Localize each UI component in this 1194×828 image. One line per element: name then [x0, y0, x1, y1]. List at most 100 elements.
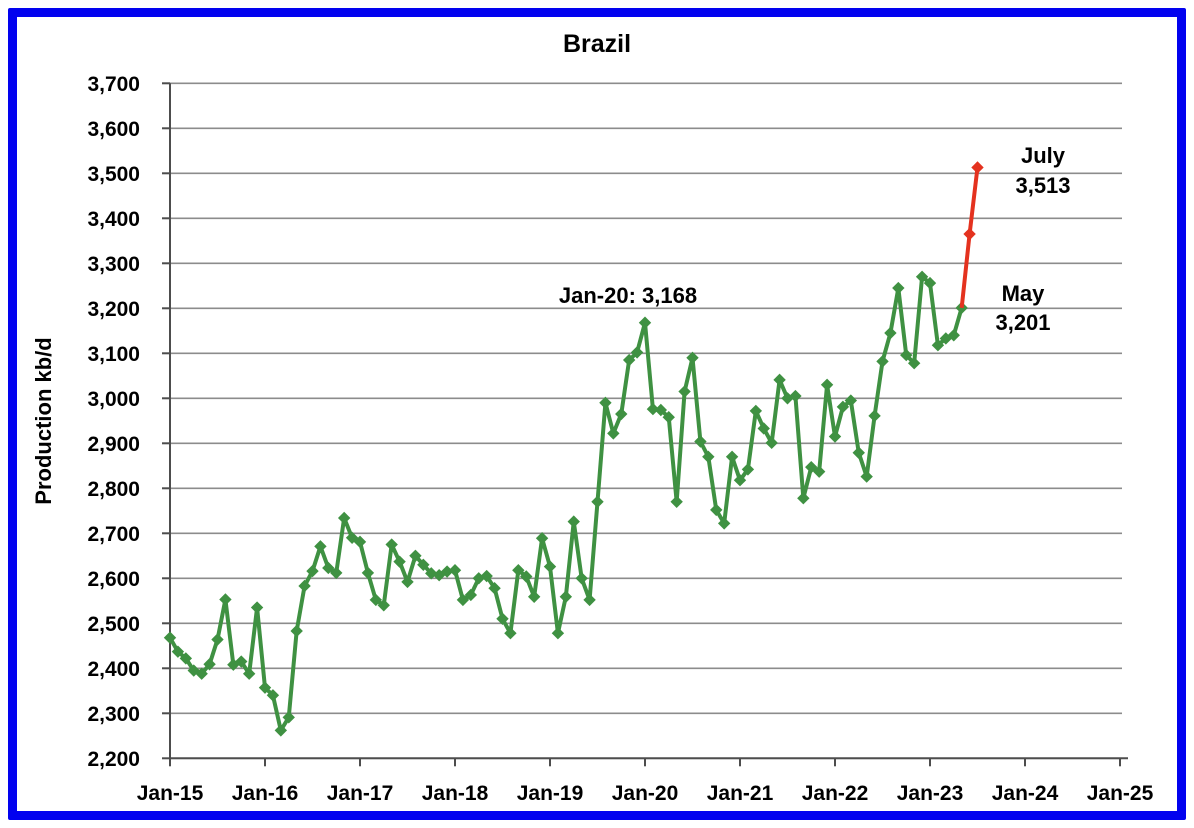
- data-point-marker: [836, 400, 850, 414]
- y-tick-label: 2,900: [87, 433, 140, 456]
- x-tick-label: Jan-17: [327, 782, 394, 805]
- data-point-marker: [725, 450, 739, 463]
- data-point-marker: [306, 564, 319, 578]
- data-point-marker: [868, 409, 881, 423]
- data-point-marker: [812, 465, 826, 478]
- data-point-marker: [401, 575, 414, 589]
- data-point-marker: [227, 658, 240, 671]
- data-point-marker: [931, 339, 945, 352]
- data-point-marker: [963, 227, 976, 241]
- data-point-marker: [385, 538, 398, 551]
- y-tick-label: 3,300: [87, 253, 140, 276]
- data-point-marker: [559, 590, 573, 603]
- data-point-marker: [900, 348, 913, 362]
- data-point-marker: [749, 404, 763, 418]
- data-point-marker: [432, 568, 446, 582]
- data-point-marker: [567, 515, 580, 528]
- x-tick-label: Jan-20: [612, 782, 679, 805]
- data-point-marker: [551, 627, 565, 640]
- data-point-marker: [425, 567, 438, 580]
- data-point-marker: [717, 517, 731, 530]
- x-tick-label: Jan-21: [707, 782, 774, 805]
- data-point-marker: [163, 631, 177, 644]
- data-point-marker: [575, 572, 588, 585]
- data-point-marker: [266, 689, 280, 702]
- data-point-marker: [361, 566, 375, 580]
- data-point-marker: [456, 593, 470, 607]
- data-point-marker: [322, 561, 335, 575]
- y-tick-label: 2,800: [87, 478, 140, 501]
- data-point-marker: [187, 664, 200, 677]
- data-point-marker: [646, 402, 660, 416]
- data-point-marker: [797, 492, 810, 505]
- data-point-marker: [409, 549, 422, 562]
- data-point-marker: [330, 566, 343, 580]
- data-point-marker: [710, 503, 723, 517]
- data-point-marker: [971, 161, 984, 174]
- data-point-marker: [290, 624, 303, 638]
- data-point-marker: [480, 569, 493, 583]
- data-point-marker: [599, 396, 612, 409]
- data-point-marker: [702, 450, 715, 463]
- x-tick-label: Jan-23: [897, 782, 964, 805]
- y-tick-label: 3,100: [87, 343, 140, 366]
- annotation-label: July: [1021, 143, 1066, 168]
- y-tick-label: 2,700: [87, 523, 140, 546]
- data-point-marker: [741, 463, 755, 476]
- data-point-marker: [678, 385, 691, 398]
- data-point-marker: [543, 560, 557, 573]
- data-point-marker: [512, 564, 525, 577]
- data-point-marker: [907, 357, 921, 370]
- annotation-label: 3,513: [1015, 173, 1070, 198]
- data-point-marker: [583, 593, 596, 607]
- y-tick-label: 3,000: [87, 388, 140, 411]
- data-point-marker: [654, 403, 668, 417]
- data-point-marker: [876, 355, 889, 368]
- data-point-marker: [662, 411, 675, 424]
- data-point-marker: [733, 474, 747, 487]
- x-tick-label: Jan-19: [517, 782, 584, 805]
- y-tick-label: 2,300: [87, 703, 140, 726]
- data-point-marker: [203, 658, 216, 671]
- data-point-marker: [520, 570, 533, 583]
- data-point-marker: [915, 270, 929, 283]
- y-tick-label: 3,700: [87, 73, 140, 96]
- y-tick-label: 3,200: [87, 298, 140, 321]
- data-point-marker: [464, 588, 478, 602]
- data-series: [163, 161, 984, 737]
- data-point-marker: [314, 540, 327, 553]
- annotation-label: Jan-20: 3,168: [559, 283, 697, 308]
- data-point-marker: [211, 633, 224, 646]
- data-point-marker: [852, 446, 865, 459]
- x-tick-label: Jan-22: [802, 782, 869, 805]
- data-point-marker: [377, 599, 390, 612]
- x-tick-label: Jan-16: [232, 782, 299, 805]
- data-point-marker: [670, 495, 683, 508]
- x-tick-label: Jan-24: [992, 782, 1059, 805]
- data-point-marker: [258, 681, 272, 694]
- data-point-marker: [337, 511, 351, 525]
- data-point-marker: [171, 645, 185, 658]
- data-point-marker: [765, 436, 778, 450]
- data-point-marker: [844, 394, 858, 407]
- annotations: Jan-20: 3,168 July 3,513 May 3,201: [559, 143, 1071, 335]
- y-tick-label: 2,400: [87, 658, 140, 681]
- data-point-marker: [615, 407, 628, 421]
- data-point-marker: [417, 558, 430, 571]
- data-point-marker: [591, 495, 604, 508]
- axes: [162, 82, 1128, 767]
- x-tick-label: Jan-25: [1087, 782, 1154, 805]
- data-point-marker: [773, 373, 786, 387]
- chart-outer-frame: [8, 8, 1186, 820]
- y-tick-label: 2,600: [87, 568, 140, 591]
- data-point-marker: [789, 389, 802, 403]
- y-tick-label: 3,500: [87, 163, 140, 186]
- data-point-marker: [884, 326, 897, 340]
- data-point-marker: [947, 329, 960, 342]
- data-point-marker: [757, 422, 770, 435]
- data-point-marker: [195, 667, 208, 680]
- data-point-marker: [860, 470, 873, 483]
- annotation-label: May: [1002, 281, 1046, 306]
- data-point-marker: [622, 353, 636, 367]
